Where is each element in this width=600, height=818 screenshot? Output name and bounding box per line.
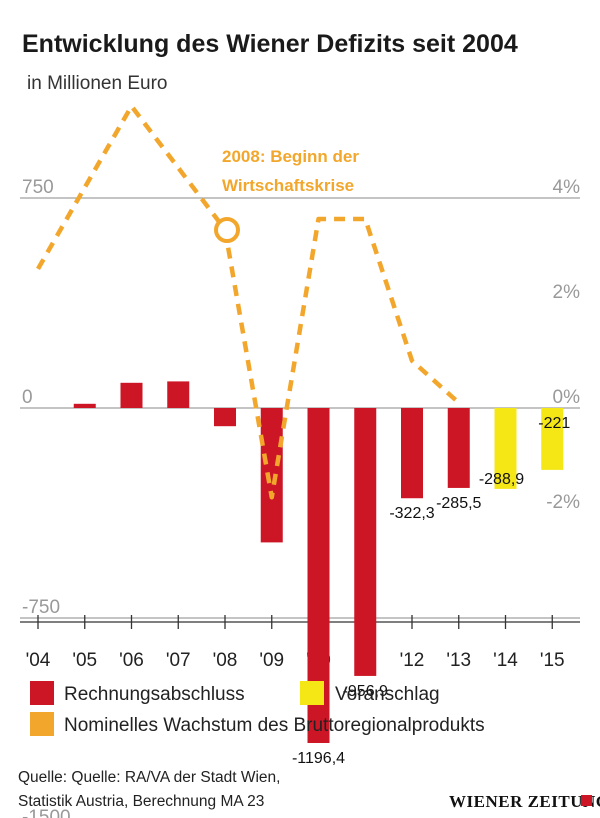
legend-label-voranschlag: Voranschlag [335, 684, 440, 705]
bar [260, 408, 283, 543]
x-tick-label: '09 [259, 650, 284, 671]
gridlines [20, 197, 580, 619]
growth-line [36, 103, 461, 500]
y-tick-left: 0 [22, 387, 33, 408]
chart-subtitle: in Millionen Euro [27, 73, 167, 94]
brand-logo: WIENER ZEITUNG [449, 792, 600, 811]
brand-square [581, 795, 592, 806]
y-tick-left: -750 [22, 597, 60, 618]
growth-line-path [36, 103, 461, 500]
x-tick-label: '08 [213, 650, 238, 671]
legend-label-wachstum: Nominelles Wachstum des Bruttoregionalpr… [64, 715, 485, 736]
y-tick-right: 0% [553, 387, 581, 408]
bar [447, 408, 470, 488]
bar [167, 381, 190, 408]
source-line-2: Statistik Austria, Berechnung MA 23 [18, 793, 264, 810]
bars [73, 381, 564, 743]
y-tick-right: 4% [553, 177, 581, 198]
bar [73, 403, 96, 408]
annotation-line-1: 2008: Beginn der [222, 147, 359, 166]
bar-value-label: -285,5 [436, 495, 481, 512]
legend-swatch-rechnungsabschluss [30, 681, 54, 705]
annotation-marker [214, 217, 240, 243]
x-tick-label: '06 [119, 650, 144, 671]
y-tick-left: 750 [22, 177, 54, 198]
y-tick-right: -2% [546, 492, 580, 513]
chart-title: Entwicklung des Wiener Defizits seit 200… [22, 30, 518, 58]
bar [354, 408, 377, 676]
annotation-line-2: Wirtschaftskrise [222, 176, 354, 195]
x-tick-label: '05 [72, 650, 97, 671]
x-tick-label: '15 [540, 650, 565, 671]
x-tick-label: '14 [493, 650, 518, 671]
x-tick-label: '12 [400, 650, 425, 671]
bar [494, 408, 517, 489]
legend-swatch-voranschlag [300, 681, 324, 705]
x-tick-label: '04 [26, 650, 51, 671]
bar [401, 408, 423, 499]
bar [307, 408, 330, 743]
source-line-1: Quelle: Quelle: RA/VA der Stadt Wien, [18, 769, 280, 786]
x-axis: '04'05'06'07'08'09'10'11'12'13'14'15 [20, 615, 580, 671]
bar-value-label: -221 [538, 415, 570, 432]
brand-text: WIENER ZEITUNG [449, 792, 600, 811]
bar-value-label: -1196,4 [292, 750, 345, 767]
x-tick-label: '13 [446, 650, 471, 671]
data-labels: -1196,4 -956,9 -322,3-285,5 -288,9 -221 [292, 415, 570, 767]
bar-value-label: -956,9 [343, 683, 388, 700]
bar-value-label: -288,9 [479, 471, 524, 488]
y-tick-right: 2% [553, 282, 581, 303]
legend-label-rechnungsabschluss: Rechnungsabschluss [64, 684, 245, 705]
bar [214, 408, 236, 427]
legend: Rechnungsabschluss Voranschlag Nominelle… [30, 681, 485, 736]
x-tick-label: '07 [166, 650, 191, 671]
legend-swatch-wachstum [30, 712, 54, 736]
bar [120, 382, 143, 408]
y-tick-left: -1500 [22, 807, 71, 818]
bar-value-label: -322,3 [389, 505, 434, 522]
annotation: 2008: Beginn der Wirtschaftskrise [222, 147, 359, 195]
bar [541, 408, 564, 470]
